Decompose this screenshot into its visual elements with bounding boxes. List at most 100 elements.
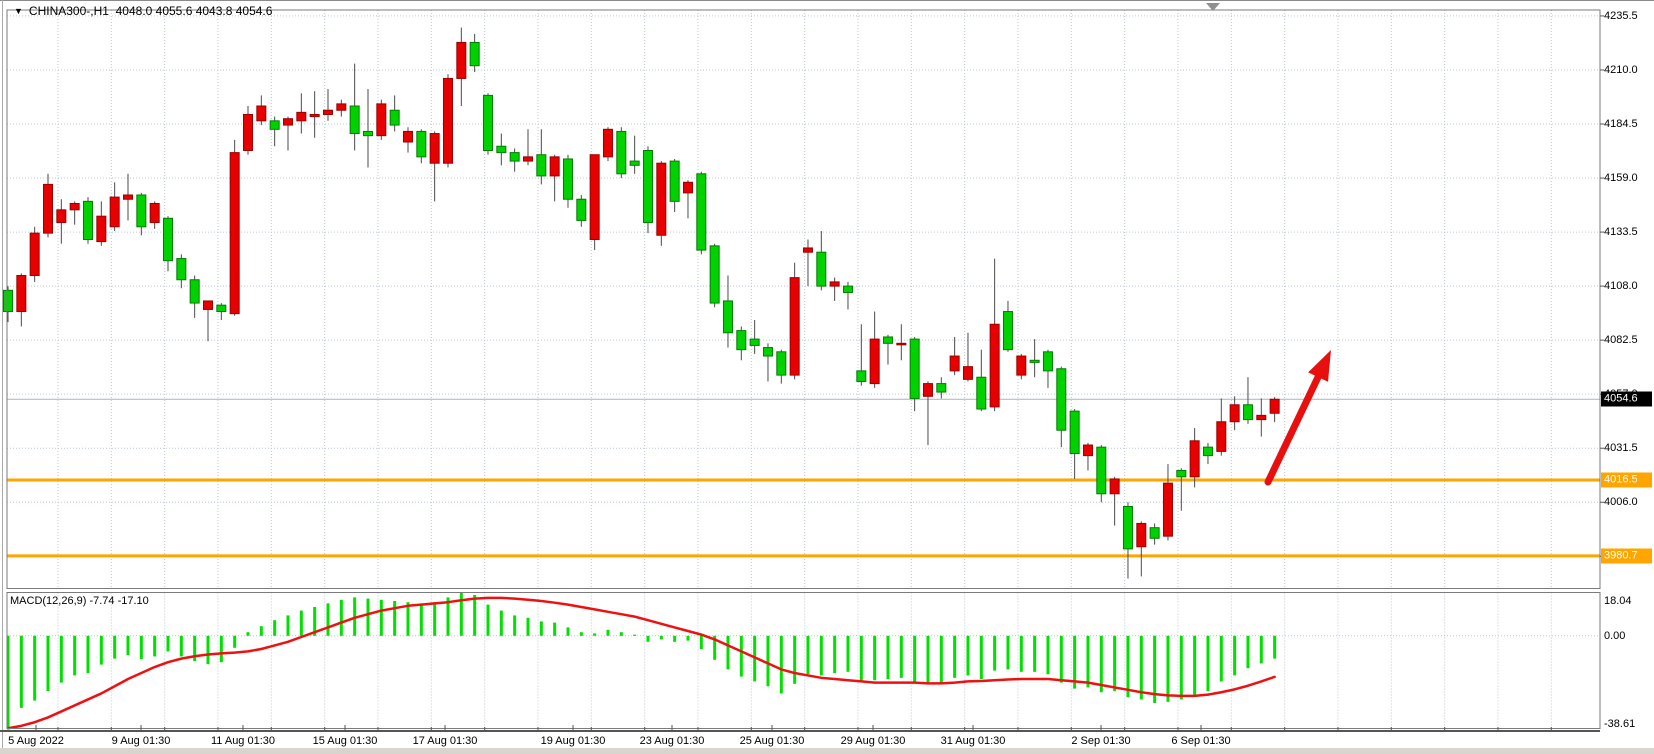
candle-bearish bbox=[1042, 351, 1053, 372]
window-bottom-border bbox=[0, 748, 1654, 754]
time-tick-label: 11 Aug 01:30 bbox=[210, 735, 276, 747]
candle-bullish bbox=[589, 154, 600, 240]
macd-tick-label: 0.00 bbox=[1604, 629, 1626, 642]
window-top-border bbox=[0, 0, 1654, 1]
candle-bearish bbox=[629, 160, 640, 166]
candle-bearish bbox=[842, 285, 853, 293]
candle-bearish bbox=[1149, 527, 1160, 539]
price-tick-label: 4108.0 bbox=[1604, 280, 1638, 293]
support-line-badge: 3980.7 bbox=[1601, 548, 1652, 564]
candle-bullish bbox=[149, 202, 160, 224]
candle-bearish bbox=[416, 130, 427, 158]
candle-bullish bbox=[1269, 398, 1280, 414]
candle-bearish bbox=[136, 194, 147, 228]
candle-bearish bbox=[1002, 311, 1013, 351]
candle-bearish bbox=[749, 338, 760, 346]
candle-bullish bbox=[1016, 355, 1027, 376]
candle-bullish bbox=[456, 41, 467, 79]
macd-panel-border bbox=[6, 592, 1601, 729]
candle-bullish bbox=[429, 133, 440, 164]
candle-bearish bbox=[189, 279, 200, 304]
candle-bearish bbox=[509, 152, 520, 162]
time-tick-label: 19 Aug 01:30 bbox=[540, 735, 606, 747]
candle-bearish bbox=[722, 300, 733, 334]
candle-bullish bbox=[402, 130, 413, 143]
candle-bullish bbox=[336, 103, 347, 111]
time-tick-label: 17 Aug 01:30 bbox=[412, 735, 478, 747]
main-panel-border bbox=[6, 9, 1601, 589]
macd-tick-label: -38.61 bbox=[1604, 717, 1636, 730]
candle-bullish bbox=[789, 277, 800, 376]
candle-bullish bbox=[376, 103, 387, 137]
macd-tick-label: 18.04 bbox=[1604, 594, 1632, 607]
macd-indicator-label: MACD(12,26,9) -7.74 -17.10 bbox=[10, 595, 149, 607]
candle-bullish bbox=[922, 383, 933, 397]
candle-bearish bbox=[696, 173, 707, 251]
candle-bearish bbox=[176, 258, 187, 281]
price-tick-label: 4235.5 bbox=[1604, 9, 1638, 22]
time-tick-label: 6 Sep 01:30 bbox=[1171, 735, 1231, 747]
candle-bullish bbox=[656, 162, 667, 236]
candle-bearish bbox=[82, 200, 93, 240]
candle-bullish bbox=[229, 152, 240, 315]
candle-bearish bbox=[536, 154, 547, 177]
candle-bullish bbox=[122, 194, 133, 200]
candle-bearish bbox=[709, 245, 720, 304]
candle-bearish bbox=[269, 120, 280, 130]
candle-bearish bbox=[1069, 410, 1080, 455]
candle-bearish bbox=[1242, 404, 1253, 421]
chart-title-ohlc: 4048.0 4055.6 4043.8 4054.6 bbox=[115, 4, 273, 18]
candle-bearish bbox=[3, 289, 13, 313]
price-tick-label: 4082.5 bbox=[1604, 334, 1638, 347]
macd-signal-line bbox=[6, 596, 1276, 730]
price-tick-label: 4031.5 bbox=[1604, 442, 1638, 455]
candle-bullish bbox=[989, 323, 1000, 408]
time-tick-label: 15 Aug 01:30 bbox=[312, 735, 378, 747]
chart-shift-marker-icon[interactable] bbox=[1206, 3, 1220, 11]
candle-bullish bbox=[1256, 414, 1267, 421]
candle-bullish bbox=[1109, 478, 1120, 495]
candle-bullish bbox=[56, 209, 67, 224]
candle-bullish bbox=[202, 300, 213, 310]
candle-bearish bbox=[669, 160, 680, 202]
candle-bullish bbox=[282, 118, 293, 126]
candle-bearish bbox=[496, 145, 507, 154]
chart-title-symbol: CHINA300-,H1 bbox=[28, 4, 109, 18]
candle-bullish bbox=[42, 183, 53, 234]
candle-bullish bbox=[242, 113, 253, 151]
candle-bearish bbox=[349, 105, 360, 135]
candle-bullish bbox=[869, 338, 880, 385]
candle-bullish bbox=[1216, 421, 1227, 452]
candle-bullish bbox=[309, 113, 320, 118]
candle-bullish bbox=[16, 275, 27, 313]
candle-bullish bbox=[1229, 404, 1240, 423]
trend-arrow-head[interactable] bbox=[1308, 350, 1331, 382]
candle-bullish bbox=[602, 128, 613, 158]
candle-bullish bbox=[296, 111, 307, 122]
candle-bearish bbox=[776, 351, 787, 376]
candle-bullish bbox=[29, 232, 40, 277]
time-tick-label: 2 Sep 01:30 bbox=[1071, 735, 1131, 747]
candle-bearish bbox=[936, 383, 947, 393]
candle-bearish bbox=[389, 109, 400, 126]
candle-bearish bbox=[762, 347, 773, 357]
support-line-badge: 4016.5 bbox=[1601, 472, 1652, 488]
candle-bullish bbox=[256, 105, 267, 122]
candle-bearish bbox=[482, 94, 493, 151]
candle-bullish bbox=[682, 181, 693, 194]
candle-bullish bbox=[1082, 444, 1093, 457]
candle-bullish bbox=[949, 355, 960, 372]
time-tick-label: 29 Aug 01:30 bbox=[840, 735, 906, 747]
candle-bullish bbox=[109, 196, 120, 228]
price-tick-label: 4184.5 bbox=[1604, 118, 1638, 130]
candle-bullish bbox=[896, 342, 907, 346]
time-tick-label: 23 Aug 01:30 bbox=[639, 735, 705, 747]
candle-bullish bbox=[1162, 482, 1173, 537]
current-price-badge: 4054.6 bbox=[1601, 391, 1652, 407]
trend-arrow-shaft[interactable] bbox=[1264, 368, 1325, 486]
symbol-dropdown-icon[interactable]: ▼ bbox=[14, 6, 23, 16]
candle-bearish bbox=[616, 130, 627, 175]
candle-bearish bbox=[909, 338, 920, 399]
candle-bearish bbox=[216, 304, 227, 313]
